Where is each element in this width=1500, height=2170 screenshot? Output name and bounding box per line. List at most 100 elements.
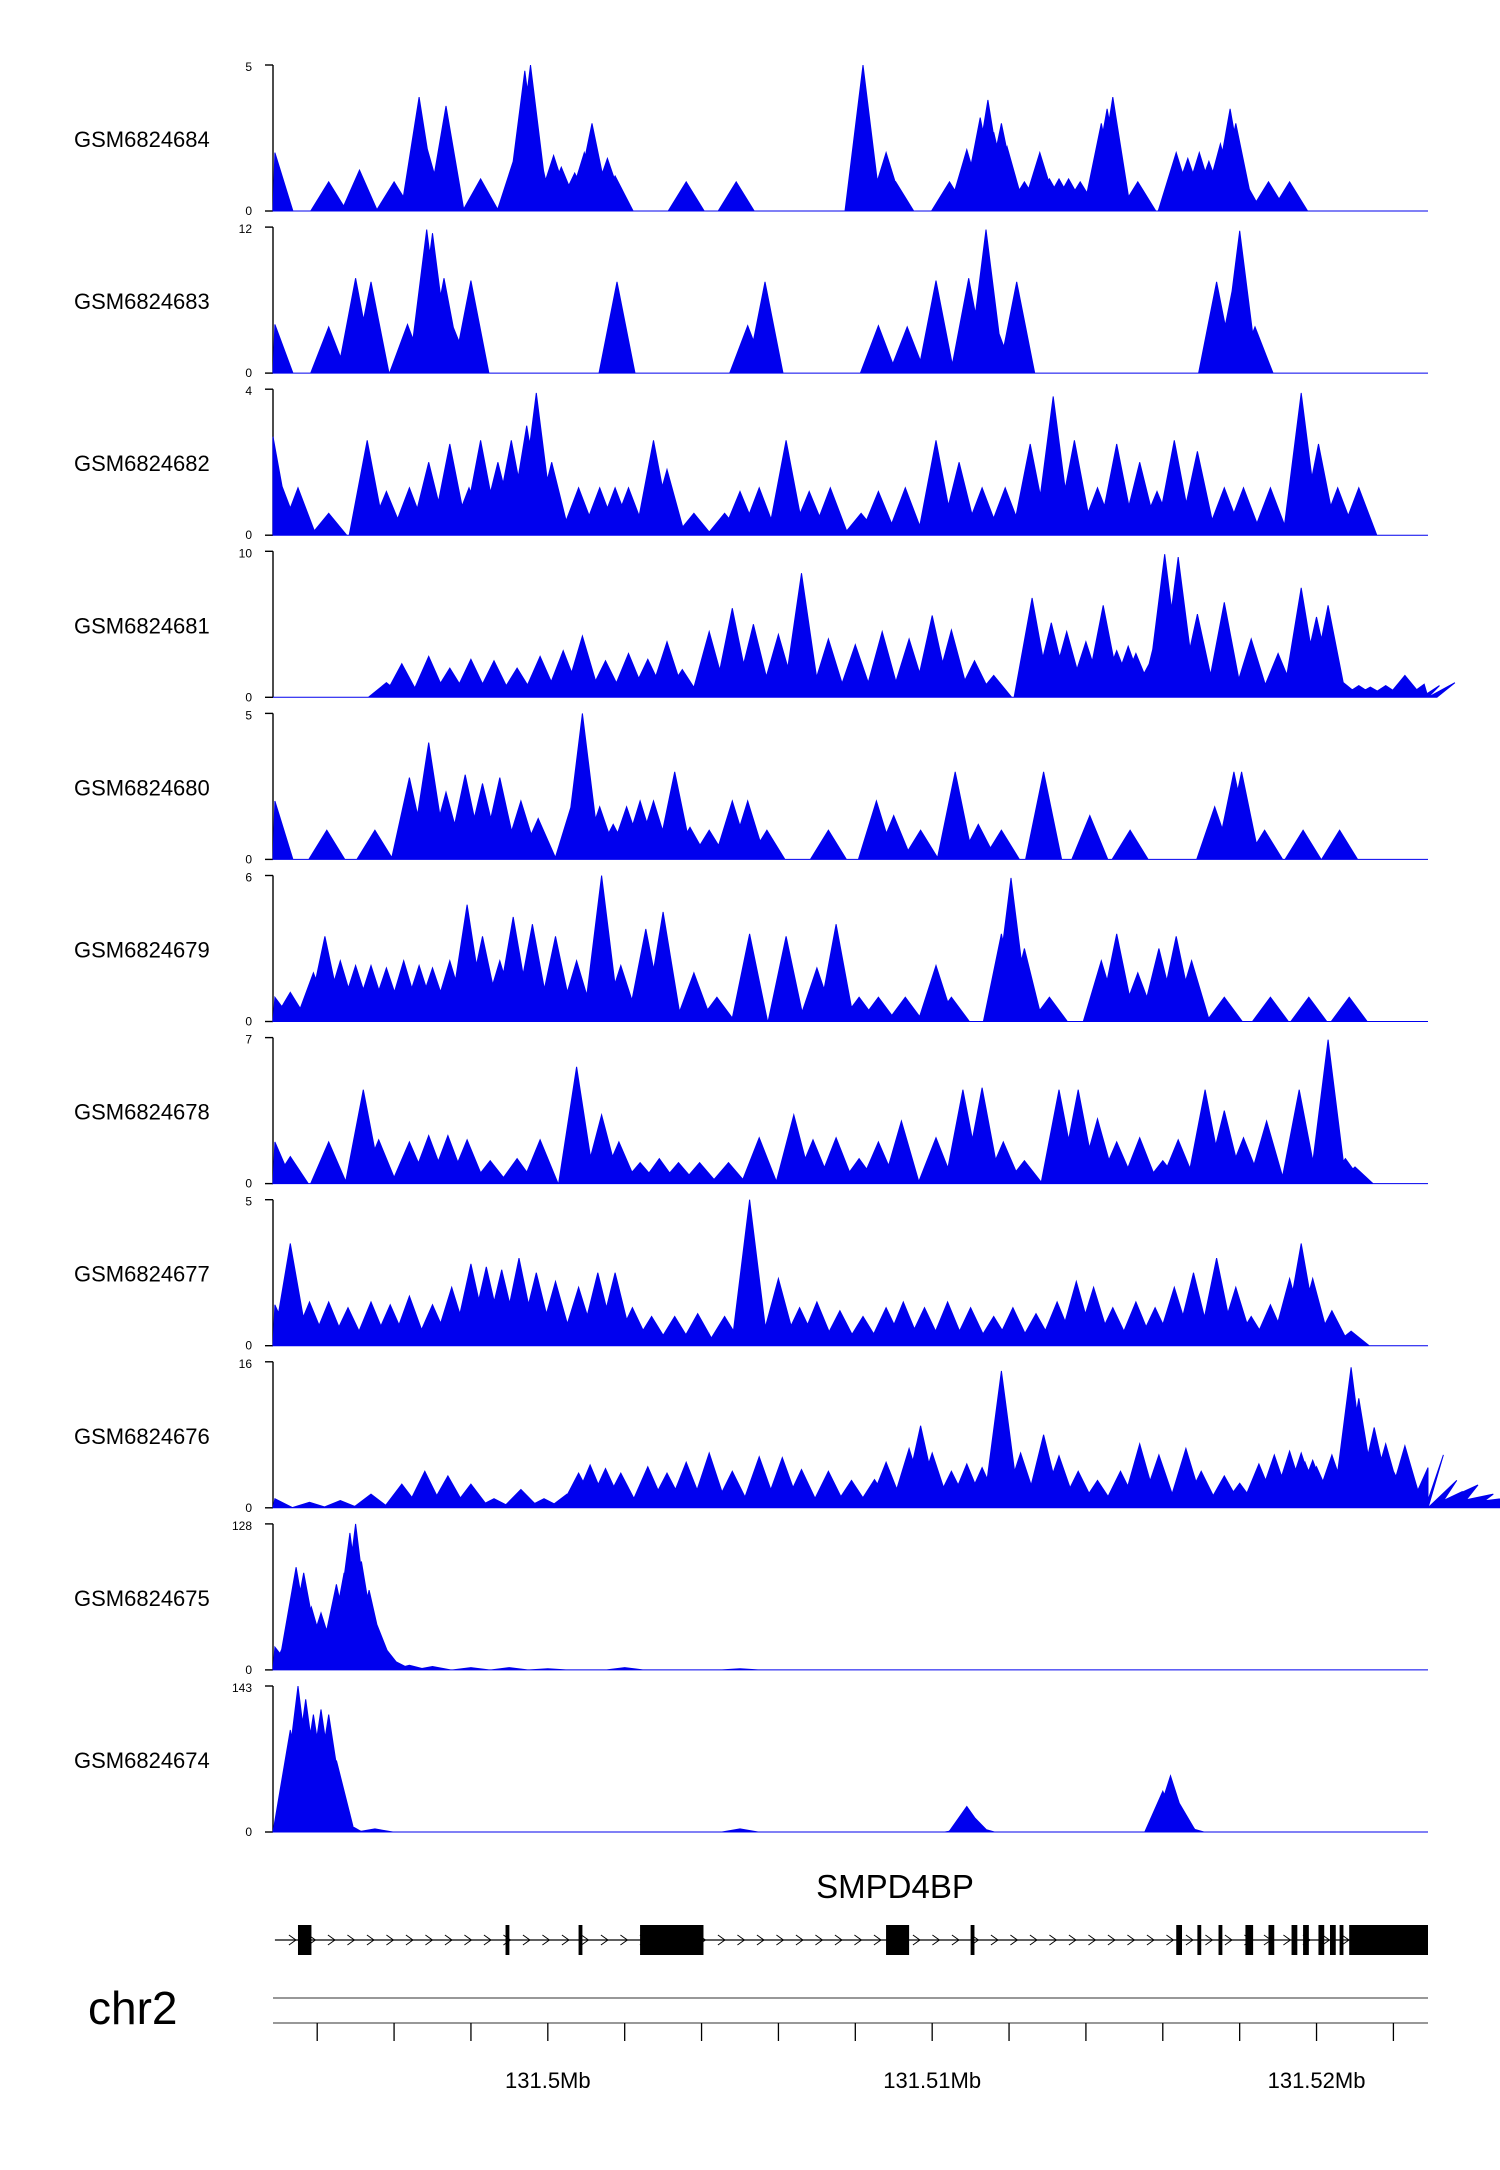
strand-arrow	[990, 1934, 999, 1946]
axis-tick-label: 131.5Mb	[505, 2068, 591, 2093]
coverage-track-GSM6824676: GSM6824676 16 0	[74, 1357, 1500, 1515]
strand-arrow	[347, 1934, 356, 1946]
strand-arrow	[776, 1934, 785, 1946]
coverage-area	[272, 64, 1428, 212]
coverage-area	[272, 1199, 1428, 1347]
exon	[1291, 1925, 1298, 1955]
y-min-label: 0	[245, 1339, 252, 1353]
coverage-area	[273, 554, 1456, 698]
y-min-label: 0	[245, 528, 252, 542]
strand-arrow	[620, 1934, 629, 1946]
strand-arrow	[542, 1934, 551, 1946]
track-label: GSM6824681	[74, 613, 210, 638]
track-label: GSM6824678	[74, 1100, 210, 1125]
coverage-area	[272, 1039, 1428, 1185]
y-min-label: 0	[245, 1177, 252, 1191]
strand-arrow	[1185, 1934, 1194, 1946]
gene-track: SMPD4BP	[274, 1868, 1428, 1955]
track-label: GSM6824675	[74, 1586, 210, 1611]
exon	[1218, 1925, 1223, 1955]
coverage-track-GSM6824680: GSM6824680 5 0	[74, 708, 1428, 866]
y-min-label: 0	[245, 1015, 252, 1029]
strand-arrow	[1088, 1934, 1097, 1946]
strand-arrow	[1166, 1934, 1175, 1946]
y-max-label: 128	[232, 1519, 252, 1533]
y-max-label: 16	[239, 1357, 253, 1371]
track-label: GSM6824679	[74, 938, 210, 963]
track-label: GSM6824680	[74, 775, 210, 800]
coverage-track-GSM6824674: GSM6824674 143 0	[74, 1681, 1428, 1839]
y-max-label: 10	[239, 546, 253, 560]
y-min-label: 0	[245, 690, 252, 704]
y-min-label: 0	[245, 204, 252, 218]
exon	[578, 1925, 583, 1955]
coverage-track-GSM6824681: GSM6824681 10 0	[74, 546, 1456, 704]
coverage-track-GSM6824684: GSM6824684 5 0	[74, 60, 1428, 218]
coverage-tracks: GSM682468450GSM6824683120GSM682468240GSM…	[74, 60, 1500, 1839]
coverage-area	[272, 875, 1428, 1022]
y-min-label: 0	[245, 1663, 252, 1677]
exon	[1245, 1925, 1254, 1955]
strand-arrow	[1322, 1934, 1331, 1946]
strand-arrow	[1341, 1934, 1350, 1946]
coverage-track-GSM6824675: GSM6824675 128 0	[74, 1519, 1428, 1677]
strand-arrow	[1205, 1934, 1214, 1946]
exon	[1349, 1925, 1428, 1955]
strand-arrow	[1146, 1934, 1155, 1946]
track-label: GSM6824683	[74, 289, 210, 314]
strand-arrow	[1029, 1934, 1038, 1946]
axis-tick-label: 131.51Mb	[883, 2068, 981, 2093]
y-max-label: 5	[245, 1195, 252, 1209]
y-max-label: 4	[245, 384, 252, 398]
exon	[1329, 1925, 1336, 1955]
exon	[297, 1925, 312, 1955]
strand-arrow	[737, 1934, 746, 1946]
strand-arrow	[386, 1934, 395, 1946]
exon	[1176, 1925, 1183, 1955]
strand-arrow	[717, 1934, 726, 1946]
strand-arrow	[932, 1934, 941, 1946]
coverage-area	[272, 1685, 1428, 1833]
strand-arrow	[1049, 1934, 1058, 1946]
y-max-label: 5	[245, 708, 252, 722]
exon	[1303, 1925, 1309, 1955]
genome-axis-ruler: 131.5Mb 131.51Mb 131.52Mb	[273, 1997, 1428, 2093]
coverage-track-GSM6824679: GSM6824679 6 0	[74, 871, 1428, 1029]
exon	[1268, 1925, 1275, 1955]
strand-arrow	[1283, 1934, 1292, 1946]
strand-arrow	[581, 1934, 590, 1946]
gene-name-label: SMPD4BP	[816, 1868, 974, 1905]
y-min-label: 0	[245, 1825, 252, 1839]
exon	[1318, 1925, 1325, 1955]
strand-arrow	[444, 1934, 453, 1946]
track-label: GSM6824682	[74, 451, 210, 476]
exon	[1339, 1925, 1344, 1955]
strand-arrow	[405, 1934, 414, 1946]
y-max-label: 5	[245, 60, 252, 74]
y-max-label: 12	[239, 222, 253, 236]
strand-arrow	[912, 1934, 921, 1946]
coverage-track-GSM6824678: GSM6824678 7 0	[74, 1033, 1428, 1191]
y-max-label: 143	[232, 1681, 252, 1695]
track-label: GSM6824674	[74, 1748, 210, 1773]
strand-arrow	[522, 1934, 531, 1946]
coverage-area	[272, 229, 1428, 374]
strand-arrow	[756, 1934, 765, 1946]
strand-arrow	[854, 1934, 863, 1946]
exon	[886, 1925, 910, 1955]
track-label: GSM6824676	[74, 1424, 210, 1449]
coverage-track-GSM6824683: GSM6824683 12 0	[74, 222, 1428, 380]
strand-arrow	[1107, 1934, 1116, 1946]
coverage-area	[272, 1523, 1428, 1671]
coverage-area	[272, 392, 1428, 536]
strand-arrow	[327, 1934, 336, 1946]
strand-arrow	[1010, 1934, 1019, 1946]
exon	[1197, 1925, 1202, 1955]
strand-arrow	[425, 1934, 434, 1946]
gene-model	[274, 1925, 1428, 1955]
coverage-track-GSM6824677: GSM6824677 5 0	[74, 1195, 1428, 1353]
axis-tick-label: 131.52Mb	[1268, 2068, 1366, 2093]
strand-arrow	[873, 1934, 882, 1946]
strand-arrow	[834, 1934, 843, 1946]
y-max-label: 7	[245, 1033, 252, 1047]
